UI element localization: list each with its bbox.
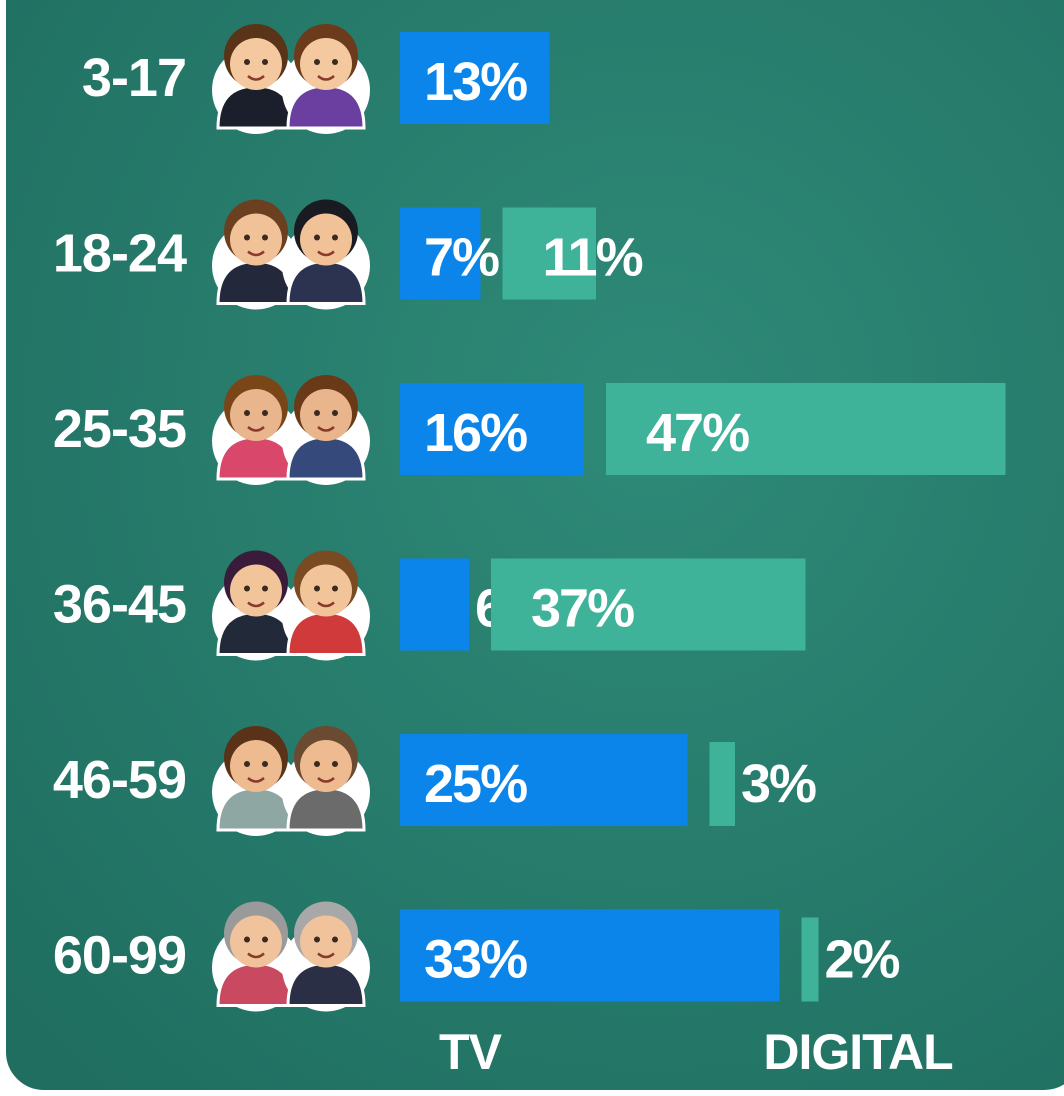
avatar-eye — [314, 410, 320, 416]
value-label: 33% — [424, 930, 527, 990]
avatar-eye — [332, 761, 338, 767]
value-label: 2% — [825, 930, 900, 990]
avatar-eye — [332, 936, 338, 943]
avatar-eye — [314, 936, 320, 943]
avatar-eye — [244, 59, 250, 65]
value-label: 37% — [531, 579, 634, 639]
bar — [400, 32, 550, 124]
avatar-eye — [262, 59, 268, 65]
avatar-face — [300, 38, 352, 90]
avatar-eye — [244, 761, 250, 767]
avatar-eye — [314, 761, 320, 767]
bar — [400, 383, 584, 475]
avatar-eye — [314, 59, 320, 65]
avatar-face — [230, 915, 282, 968]
value-label: 7% — [424, 228, 499, 288]
value-label: 16% — [424, 403, 527, 463]
avatar-face — [300, 740, 352, 792]
bar — [400, 734, 688, 826]
avatar-mouth — [317, 250, 335, 257]
avatar-eye — [262, 761, 268, 767]
value-label: 47% — [646, 403, 749, 463]
age-label: 60-99 — [53, 926, 186, 986]
value-label: 25% — [424, 754, 527, 814]
avatar-face — [300, 389, 352, 441]
bar — [709, 742, 735, 826]
bar — [400, 909, 780, 1002]
rows: 3-1713%18-247%11%25-3516%47%36-456%37%46… — [53, 24, 1006, 1080]
avatar-mouth — [247, 601, 265, 608]
bar — [400, 558, 469, 651]
age-label: 18-24 — [53, 224, 187, 284]
avatar-mouth — [247, 952, 265, 959]
avatar-mouth — [317, 777, 335, 783]
avatar-face — [230, 564, 282, 617]
avatar-face — [230, 740, 282, 792]
avatar-eye — [332, 585, 338, 592]
avatar-eye — [314, 585, 320, 592]
age-label: 3-17 — [82, 48, 186, 108]
avatar-mouth — [247, 426, 265, 432]
avatar-eye — [332, 59, 338, 65]
avatar-face — [300, 213, 352, 266]
avatar-mouth — [247, 250, 265, 257]
series-label: DIGITAL — [763, 1024, 952, 1080]
avatar-face — [300, 915, 352, 968]
value-label: 11% — [543, 228, 643, 288]
avatar-eye — [262, 936, 268, 943]
avatar-eye — [332, 410, 338, 416]
avatar-eye — [244, 234, 250, 241]
bar — [502, 207, 596, 300]
avatar-face — [300, 564, 352, 617]
age-label: 46-59 — [53, 750, 186, 810]
avatar-mouth — [317, 601, 335, 608]
avatar-eye — [244, 410, 250, 416]
avatar-eye — [262, 585, 268, 592]
avatar-face — [230, 38, 282, 90]
avatar-eye — [262, 410, 268, 416]
avatar-mouth — [247, 75, 265, 81]
value-label: 13% — [424, 52, 527, 112]
avatar-eye — [314, 234, 320, 241]
avatar-face — [230, 389, 282, 441]
avatar-mouth — [317, 952, 335, 959]
avatar-face — [230, 213, 282, 266]
avatar-mouth — [317, 75, 335, 81]
avatar-eye — [244, 936, 250, 943]
avatar-mouth — [247, 777, 265, 783]
avatar-eye — [332, 234, 338, 241]
bar — [801, 917, 819, 1002]
bar — [491, 558, 806, 651]
value-label: 3% — [741, 754, 816, 814]
avatar-mouth — [317, 426, 335, 432]
avatar-eye — [244, 585, 250, 592]
age-label: 25-35 — [53, 399, 186, 459]
age-label: 36-45 — [53, 575, 186, 635]
avatar-eye — [262, 234, 268, 241]
bar — [606, 383, 1006, 475]
bar — [400, 207, 481, 300]
series-label: TV — [439, 1024, 503, 1080]
